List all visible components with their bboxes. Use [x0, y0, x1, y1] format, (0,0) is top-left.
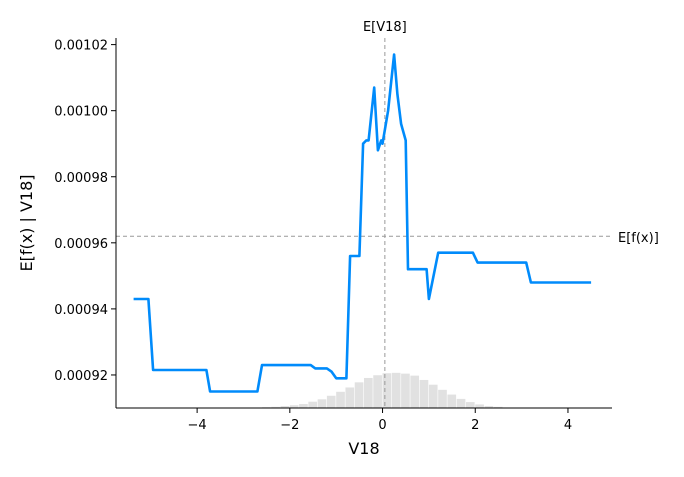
y-tick-label: 0.00094: [54, 303, 108, 318]
histogram-bar: [299, 404, 308, 408]
histogram-bar: [354, 382, 364, 408]
dependence-line-layer: [133, 53, 592, 393]
y-ticks: 0.00092 0.00094 0.00096 0.00098 0.00100 0.001…: [54, 39, 116, 384]
x-tick-label: −4: [188, 418, 207, 433]
histogram-bar: [280, 406, 290, 408]
x-tick-label: −2: [280, 418, 299, 433]
histogram-bar: [271, 406, 280, 408]
histogram-bar: [308, 401, 318, 408]
histogram-bar: [326, 395, 336, 408]
feature-mean-label: E[V18]: [363, 20, 407, 35]
dependence-line: [133, 53, 592, 393]
histogram-bar: [456, 398, 466, 408]
y-axis-label: E[f(x) | V18]: [17, 174, 36, 271]
x-ticks: −4 −2 0 2 4: [188, 408, 572, 433]
histogram: [262, 372, 503, 408]
x-tick-label: 4: [564, 418, 572, 433]
histogram-bar: [401, 373, 410, 408]
y-tick-label: 0.00100: [54, 105, 108, 120]
y-tick-label: 0.00096: [54, 237, 108, 252]
axes: −4 −2 0 2 4 0.000920.000940.000960.000980.00…: [54, 38, 612, 433]
histogram-bar: [493, 406, 503, 408]
histogram-bar: [475, 404, 484, 408]
histogram-bar: [438, 389, 447, 408]
histogram-bar: [428, 384, 438, 408]
x-tick-label: 0: [378, 418, 386, 433]
histogram-bar: [410, 375, 420, 408]
histogram-bar: [465, 402, 475, 408]
y-tick-label: 0.00092: [54, 369, 108, 384]
histogram-bar: [382, 373, 392, 408]
histogram-bar: [391, 372, 401, 408]
histogram-bar: [364, 377, 373, 408]
histogram-bar: [447, 394, 457, 408]
reference-lines: [116, 38, 612, 408]
histogram-bar: [419, 379, 429, 408]
histogram-bar: [289, 405, 299, 408]
y-tick-label: 0.00098: [54, 171, 108, 186]
x-axis-label: V18: [348, 439, 379, 458]
histogram-bar: [484, 406, 494, 408]
x-tick-label: 2: [471, 418, 479, 433]
histogram-bar: [373, 375, 382, 408]
histogram-bar: [336, 391, 345, 408]
histogram-bar: [317, 399, 327, 408]
histogram-bar: [345, 387, 355, 408]
expected-value-label: E[f(x)]: [618, 231, 659, 246]
y-tick-label: 0.00102: [54, 39, 108, 54]
